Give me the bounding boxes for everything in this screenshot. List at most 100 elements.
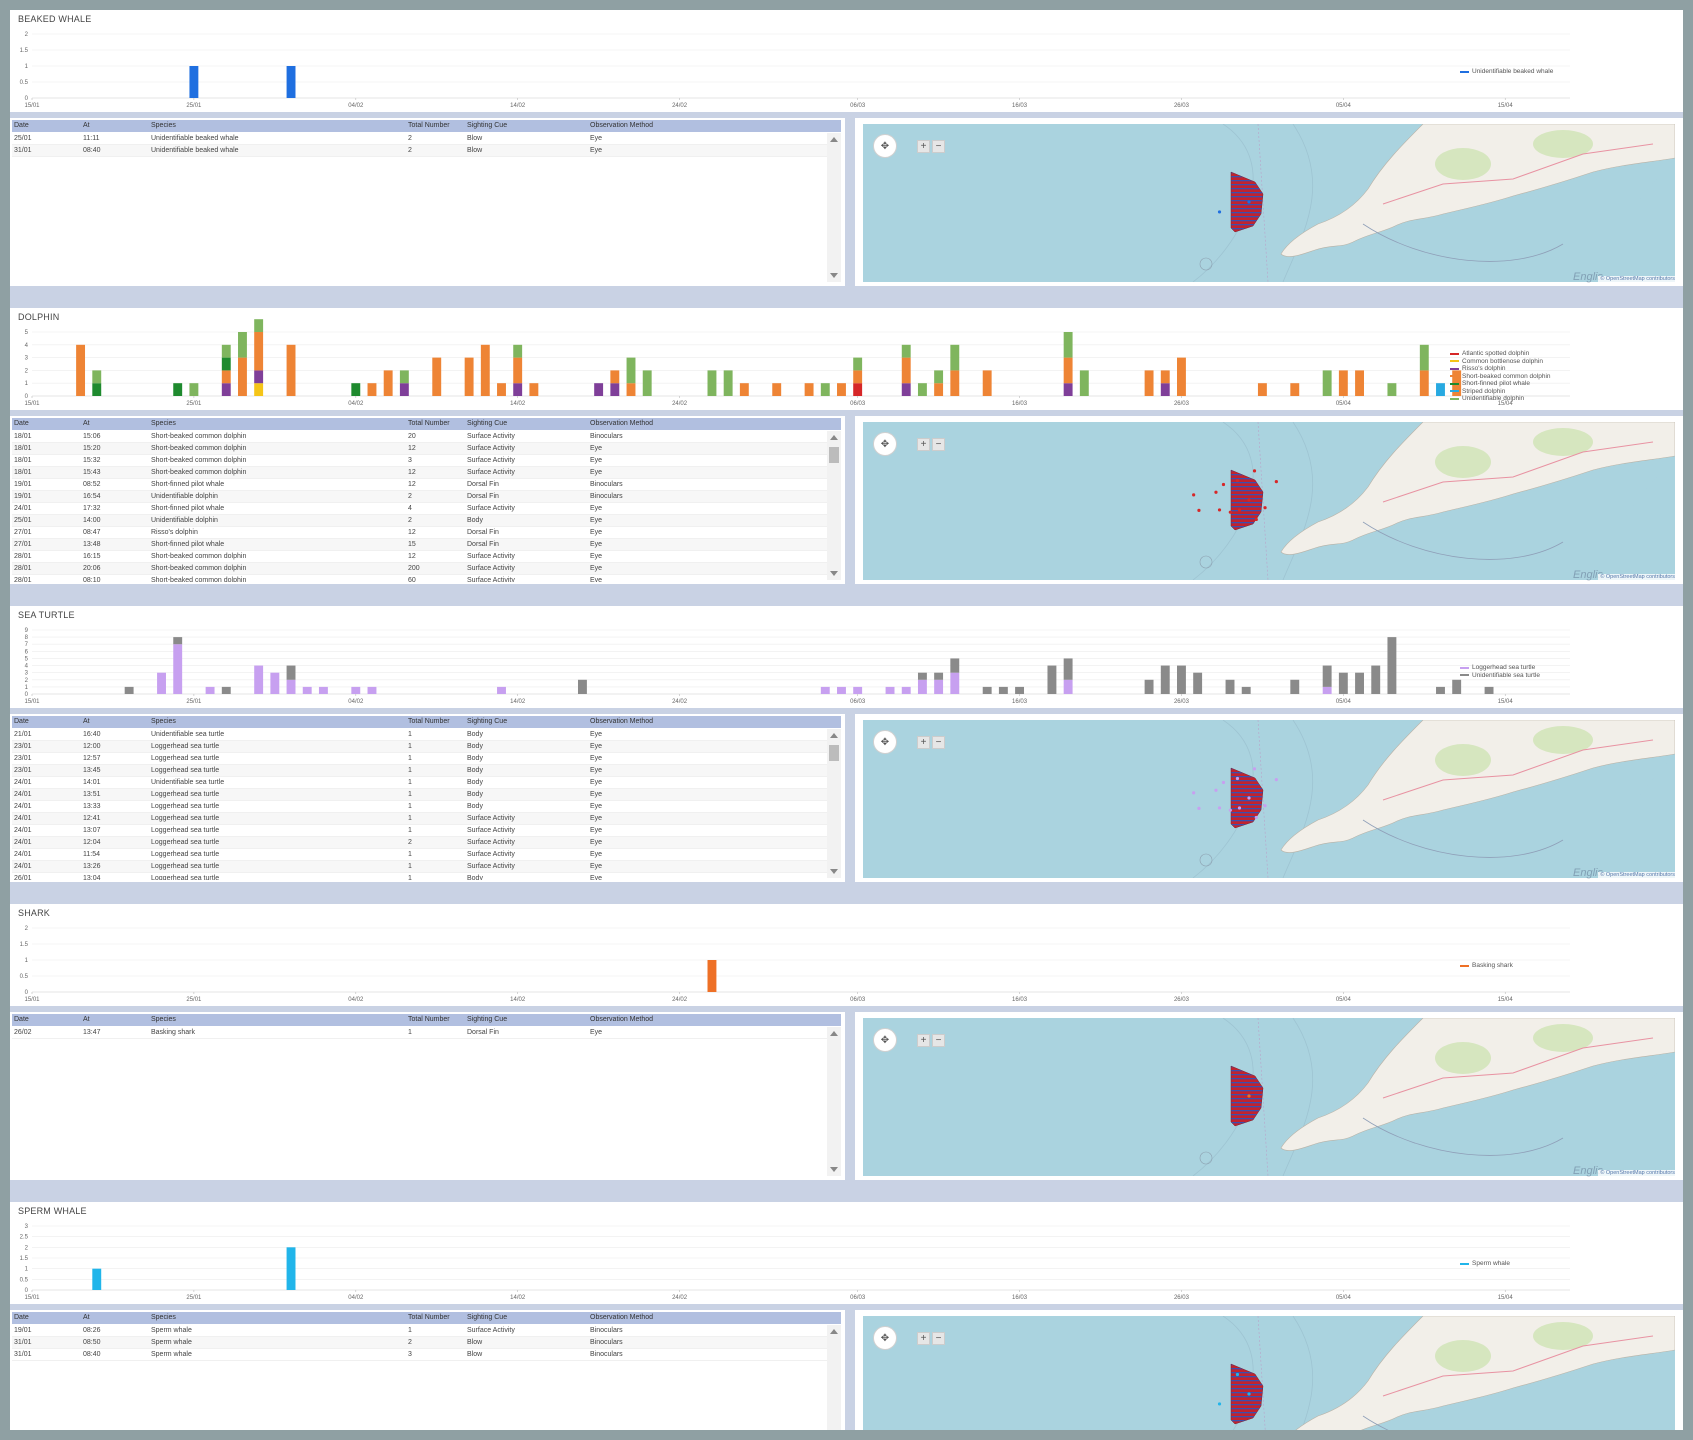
legend-item[interactable]: Striped dolphin [1450,388,1551,396]
bar-unid_turtle[interactable] [173,637,183,645]
table-row[interactable]: 23/01 12:00 Loggerhead sea turtle 1 Body Eye [12,741,832,753]
bar-unid_dolphin[interactable] [707,370,717,396]
bar-common[interactable] [513,357,523,384]
sighting-marker[interactable] [1228,808,1232,812]
column-header[interactable]: Date [14,718,29,725]
column-header[interactable]: At [83,1016,90,1023]
bar-common[interactable] [1338,370,1348,396]
table-row[interactable]: 26/02 13:47 Basking shark 1 Dorsal Fin Eye [12,1027,832,1039]
map-canvas[interactable] [863,124,1675,282]
table-row[interactable]: 25/01 14:00 Unidentifiable dolphin 2 Body Eye [12,515,832,527]
bar-unid_turtle[interactable] [1047,665,1057,694]
bar-common[interactable] [254,332,264,371]
sighting-marker[interactable] [1274,777,1278,782]
table-row[interactable]: 28/01 08:10 Short-beaked common dolphin 60 S… [12,575,832,582]
table-row[interactable]: 25/01 11:11 Unidentifiable beaked whale 2 Bl… [12,133,832,145]
legend-item[interactable]: Common bottlenose dolphin [1450,358,1551,366]
sighting-marker[interactable] [1192,493,1196,497]
table-row[interactable]: 31/01 08:40 Sperm whale 3 Blow Binoculars [12,1349,832,1361]
table-row[interactable]: 24/01 14:01 Unidentifiable sea turtle 1 Body… [12,777,832,789]
legend-item[interactable]: Risso's dolphin [1450,365,1551,373]
bar-unid_turtle[interactable] [1387,637,1397,694]
bar-common[interactable] [982,370,992,396]
bar-unid_turtle[interactable] [124,686,134,694]
sighting-marker[interactable] [1235,776,1240,781]
zoom-out-button[interactable]: − [932,736,945,749]
pan-arrows-icon[interactable]: ✥ [873,1326,897,1350]
sighting-marker[interactable] [1221,780,1226,785]
sighting-marker[interactable] [1252,767,1257,771]
sighting-marker[interactable] [1197,806,1201,811]
sighting-marker[interactable] [1217,806,1222,810]
bar-unid_turtle[interactable] [1436,686,1445,694]
sighting-marker[interactable] [1237,508,1242,512]
bar-unid_turtle[interactable] [1241,686,1251,694]
table-row[interactable]: 21/01 16:40 Unidentifiable sea turtle 1 Body… [12,729,832,741]
table-row[interactable]: 28/01 20:06 Short-beaked common dolphin 200… [12,563,832,575]
bar-bottlenose[interactable] [254,383,264,396]
table-row[interactable]: 24/01 13:51 Loggerhead sea turtle 1 Body Eye [12,789,832,801]
scroll-thumb[interactable] [829,745,839,761]
legend-item[interactable]: Atlantic spotted dolphin [1450,350,1551,358]
bar-unid_dolphin[interactable] [238,332,247,358]
bar-rissos[interactable] [610,383,620,396]
bar-loggerhead[interactable] [1322,686,1332,694]
column-header[interactable]: Total Number [408,122,450,129]
table-row[interactable]: 26/01 13:04 Loggerhead sea turtle 1 Body Eye [12,873,832,880]
table-scrollbar[interactable] [827,729,841,878]
bar-atlantic_spotted[interactable] [853,383,863,396]
bar-unid_turtle[interactable] [1371,665,1381,694]
table-row[interactable]: 19/01 08:26 Sperm whale 1 Surface Activity Bi… [12,1325,832,1337]
pan-arrows-icon[interactable]: ✥ [873,1028,897,1052]
sighting-marker[interactable] [1217,1402,1222,1406]
bar-rissos[interactable] [399,383,409,396]
column-header[interactable]: Observation Method [590,718,654,725]
sighting-marker[interactable] [1217,508,1222,512]
bar-common[interactable] [610,370,620,384]
bar-pilot[interactable] [173,383,183,396]
sightings-map[interactable]: ✥+−Englis© OpenStreetMap contributors [855,1310,1683,1430]
column-header[interactable]: Observation Method [590,1314,654,1321]
bar-unid_dolphin[interactable] [1079,370,1089,396]
table-row[interactable]: 31/01 08:50 Sperm whale 2 Blow Binoculars [12,1337,832,1349]
bar-common[interactable] [950,370,960,396]
sightings-map[interactable]: ✥+−Englis© OpenStreetMap contributors [855,1012,1683,1180]
column-header[interactable]: Total Number [408,1314,450,1321]
map-attribution[interactable]: © OpenStreetMap contributors [1598,1170,1677,1176]
bar-loggerhead[interactable] [254,665,264,694]
bar-unid_turtle[interactable] [917,672,927,680]
bar-unid_turtle[interactable] [1290,679,1300,694]
bar-unid_dolphin[interactable] [221,344,231,358]
column-header[interactable]: Species [151,718,176,725]
bar-unid_turtle[interactable] [1144,679,1154,694]
bar-loggerhead[interactable] [837,686,846,694]
table-row[interactable]: 18/01 15:06 Short-beaked common dolphin 20 S… [12,431,832,443]
bar-beaked[interactable] [189,66,199,98]
sighting-marker[interactable] [1217,210,1222,214]
table-scrollbar[interactable] [827,431,841,580]
column-header[interactable]: At [83,420,90,427]
bar-unid_turtle[interactable] [998,686,1008,694]
sighting-marker[interactable] [1214,788,1218,792]
bar-sperm[interactable] [286,1247,296,1290]
bar-unid_turtle[interactable] [1225,679,1235,694]
bar-common[interactable] [238,357,247,396]
sighting-marker[interactable] [1237,806,1242,810]
sighting-marker[interactable] [1247,498,1251,502]
scroll-down-arrow-icon[interactable] [830,1167,838,1172]
bar-unid_dolphin[interactable] [1419,344,1429,371]
sighting-marker[interactable] [1221,482,1226,487]
bar-common[interactable] [934,383,944,396]
bar-common[interactable] [1257,383,1267,396]
bar-rissos[interactable] [901,383,911,396]
bar-loggerhead[interactable] [270,672,280,694]
bar-loggerhead[interactable] [302,686,312,694]
bar-loggerhead[interactable] [901,686,911,694]
sightings-map[interactable]: ✥+−Englis© OpenStreetMap contributors [855,118,1683,286]
sighting-marker[interactable] [1247,1392,1251,1396]
zoom-in-button[interactable]: + [917,140,930,153]
table-row[interactable]: 23/01 13:45 Loggerhead sea turtle 1 Body Eye [12,765,832,777]
sighting-marker[interactable] [1235,478,1240,483]
sighting-marker[interactable] [1235,1372,1240,1377]
sighting-marker[interactable] [1274,479,1278,484]
